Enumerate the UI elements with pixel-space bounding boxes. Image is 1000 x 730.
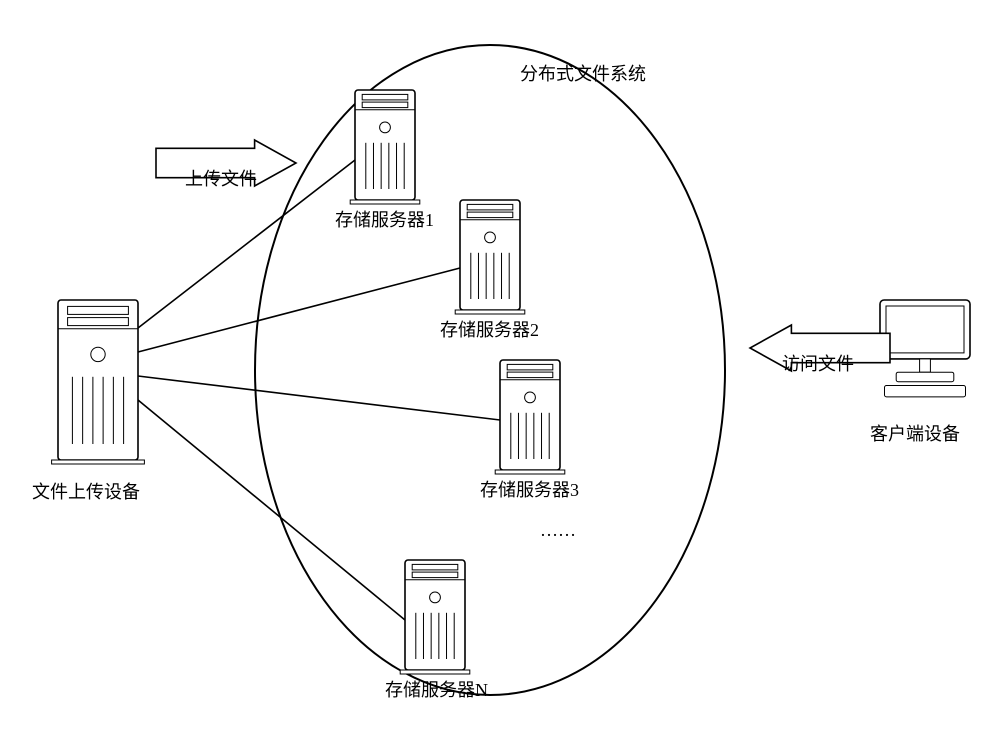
storage-server-2-label: 存储服务器2 bbox=[440, 316, 539, 342]
access-arrow-label: 访问文件 bbox=[782, 350, 854, 376]
storage-server-1-label: 存储服务器1 bbox=[335, 206, 434, 232]
upload-device-label: 文件上传设备 bbox=[32, 478, 140, 504]
diagram-stage: 分布式文件系统 文件上传设备 客户端设备 上传文件 访问文件 存储服务器1 存储… bbox=[0, 0, 1000, 730]
storage-server-n-label: 存储服务器N bbox=[385, 676, 488, 702]
system-title: 分布式文件系统 bbox=[520, 60, 646, 86]
storage-server-3-label: 存储服务器3 bbox=[480, 476, 579, 502]
upload-arrow-label: 上传文件 bbox=[185, 165, 257, 191]
client-device-label: 客户端设备 bbox=[870, 420, 960, 446]
ellipsis-label: …… bbox=[540, 520, 576, 541]
